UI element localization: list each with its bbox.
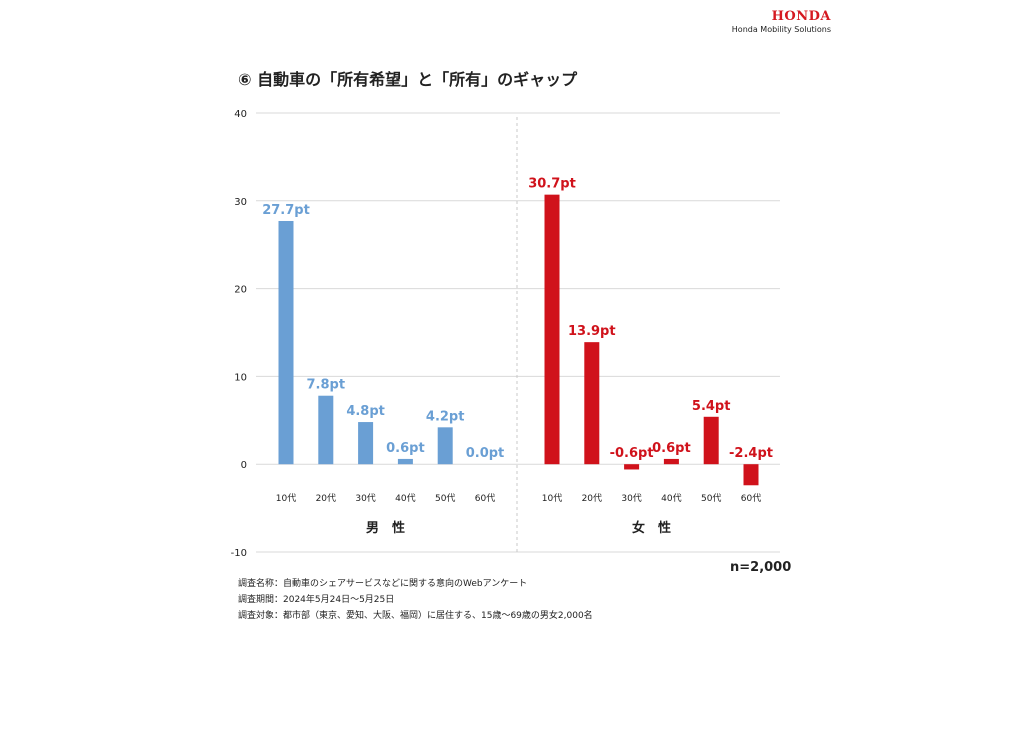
category-label: 50代 (435, 493, 455, 504)
honda-logo: HONDA (771, 9, 831, 24)
data-label: 30.7pt (528, 177, 576, 192)
category-label: 20代 (582, 493, 602, 504)
data-label: 13.9pt (568, 324, 616, 339)
data-label: 7.8pt (307, 378, 346, 393)
category-label: 20代 (316, 493, 336, 504)
category-label: 40代 (395, 493, 415, 504)
bar (663, 458, 679, 465)
category-label: 30代 (621, 493, 641, 504)
data-label: 0.0pt (466, 446, 505, 461)
bar (544, 194, 560, 465)
category-label: 30代 (355, 493, 375, 504)
survey-target-note: 調査対象：都市部（東京、愛知、大阪、福岡）に居住する、15歳〜69歳の男女2,0… (238, 611, 593, 621)
y-tick-label: 30 (234, 197, 247, 208)
group-label: 女 性 (632, 520, 671, 536)
bar (624, 464, 640, 470)
data-label: 4.2pt (426, 409, 465, 424)
survey-name-note: 調査名称：自動車のシェアサービスなどに関する意向のWebアンケート (238, 579, 528, 589)
bar (318, 395, 334, 465)
bar (358, 422, 374, 465)
category-label: 40代 (661, 493, 681, 504)
category-label: 10代 (542, 493, 562, 504)
brand-block: HONDA Honda Mobility Solutions (732, 10, 831, 35)
category-label: 60代 (741, 493, 761, 504)
survey-notes: 調査名称：自動車のシェアサービスなどに関する意向のWebアンケート 調査期間：2… (238, 576, 593, 624)
data-label: -2.4pt (729, 446, 773, 461)
y-tick-label: 0 (241, 460, 247, 471)
data-label: 27.7pt (262, 203, 310, 218)
category-label: 50代 (701, 493, 721, 504)
bar (278, 220, 294, 465)
data-label: 0.6pt (386, 441, 425, 456)
category-label: 10代 (276, 493, 296, 504)
group-label: 男 性 (366, 520, 405, 536)
sample-size: n=2,000 (730, 560, 792, 575)
y-tick-label: -10 (231, 548, 247, 559)
y-tick-label: 40 (234, 109, 247, 120)
bar (437, 427, 453, 465)
bar (703, 416, 719, 465)
data-label: 5.4pt (692, 399, 731, 414)
bar (397, 458, 413, 465)
bar (743, 464, 759, 486)
brand-subtitle: Honda Mobility Solutions (731, 25, 831, 34)
survey-period-note: 調査期間：2024年5月24日〜5月25日 (238, 595, 395, 605)
data-label: 0.6pt (652, 441, 691, 456)
y-tick-label: 10 (234, 372, 247, 383)
bar (584, 342, 600, 465)
data-label: -0.6pt (610, 446, 654, 461)
chart-title: ⑥ 自動車の「所有希望」と「所有」のギャップ (238, 70, 578, 89)
data-label: 4.8pt (346, 404, 385, 419)
y-tick-label: 20 (234, 285, 247, 296)
category-label: 60代 (475, 493, 495, 504)
